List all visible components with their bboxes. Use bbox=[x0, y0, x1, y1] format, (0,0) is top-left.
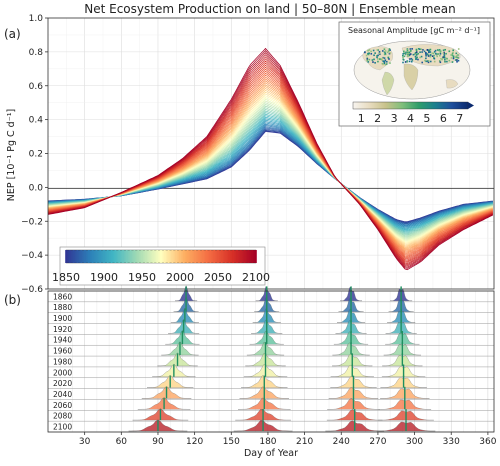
inset-colorbar-tick-label: 6 bbox=[440, 112, 447, 125]
x-tick-label: 120 bbox=[186, 437, 203, 447]
y-tick-label: −0.4 bbox=[21, 251, 43, 261]
colorbar-tick-label: 1950 bbox=[128, 271, 156, 284]
nep-series-line bbox=[48, 115, 493, 232]
x-tick-label: 210 bbox=[296, 437, 313, 447]
y-tick-label: 1.0 bbox=[29, 14, 44, 24]
y-tick-label: −0.2 bbox=[21, 217, 43, 227]
plot-area-a bbox=[47, 17, 495, 290]
y-tick-label: 0.0 bbox=[29, 183, 44, 193]
x-tick-label: 300 bbox=[406, 437, 423, 447]
nep-series-line bbox=[48, 116, 493, 231]
y-tick-label: 0.4 bbox=[29, 116, 44, 126]
x-axis-label: Day of Year bbox=[244, 448, 298, 459]
row-label: 2100 bbox=[53, 423, 72, 432]
colorbar-tick-label: 2050 bbox=[204, 271, 232, 284]
nep-series-line bbox=[48, 129, 493, 223]
colorbar-tick-label: 1900 bbox=[90, 271, 118, 284]
x-tick-label: 90 bbox=[152, 437, 164, 447]
panel-label-b: (b) bbox=[4, 293, 21, 307]
inset-colorbar-tick-label: 1 bbox=[358, 112, 365, 125]
row-label: 1920 bbox=[53, 325, 72, 334]
inset-colorbar-extend bbox=[468, 102, 474, 109]
chart-title: Net Ecosystem Production on land | 50–80… bbox=[84, 2, 455, 16]
nep-series-line bbox=[48, 118, 493, 230]
nep-series-line bbox=[48, 125, 493, 226]
x-tick-label: 240 bbox=[333, 437, 350, 447]
row-label: 1960 bbox=[53, 347, 72, 356]
nep-series-line bbox=[48, 128, 493, 224]
inset-colorbar-tick-label: 4 bbox=[407, 112, 414, 125]
colorbar-tick-label: 1850 bbox=[52, 271, 80, 284]
nep-series-line bbox=[48, 126, 493, 225]
inset-colorbar-tick-label: 5 bbox=[423, 112, 430, 125]
nep-series-line bbox=[48, 47, 493, 271]
x-tick-label: 150 bbox=[223, 437, 240, 447]
y-axis-label: NEP [10⁻¹ Pg C d⁻¹] bbox=[6, 109, 17, 202]
ridgelines bbox=[128, 285, 436, 432]
row-label: 1980 bbox=[53, 357, 72, 366]
plot-area-b bbox=[47, 290, 495, 433]
nep-series-line bbox=[48, 130, 493, 223]
x-tick-label: 60 bbox=[116, 437, 128, 447]
colorbar-tick-label: 2000 bbox=[166, 271, 194, 284]
nep-series-line bbox=[48, 131, 493, 223]
x-tick-label: 270 bbox=[369, 437, 386, 447]
land-australia bbox=[445, 79, 459, 89]
x-tick-label: 30 bbox=[79, 437, 91, 447]
y-tick-label: −0.6 bbox=[21, 285, 43, 295]
row-label: 2080 bbox=[53, 412, 72, 421]
panel-label-a: (a) bbox=[4, 27, 21, 41]
land-south-america bbox=[381, 71, 395, 96]
row-label: 1880 bbox=[53, 303, 72, 312]
row-label: 2020 bbox=[53, 379, 72, 388]
row-label: 1900 bbox=[53, 314, 72, 323]
nep-series-line bbox=[48, 123, 493, 227]
row-label: 2060 bbox=[53, 401, 72, 410]
colorbar-tick-label: 2100 bbox=[242, 271, 270, 284]
x-tick-label: 360 bbox=[479, 437, 496, 447]
row-label: 1860 bbox=[53, 292, 72, 301]
land-africa bbox=[403, 63, 419, 91]
inset-colorbar-tick-label: 7 bbox=[456, 112, 463, 125]
inset-title: Seasonal Amplitude [gC m⁻² d⁻¹] bbox=[348, 26, 480, 35]
inset-colorbar-tick-label: 3 bbox=[391, 112, 398, 125]
nep-series-line bbox=[48, 121, 493, 228]
nep-series-line bbox=[48, 122, 493, 228]
y-tick-label: 0.2 bbox=[29, 150, 43, 160]
y-tick-label: 0.8 bbox=[29, 48, 44, 58]
inset-colorbar-tick-label: 2 bbox=[374, 112, 381, 125]
nep-series bbox=[48, 47, 493, 271]
x-ticks-b: 30 60 90 120 150 180 210 240 270 300 330 360 bbox=[79, 432, 497, 447]
row-label: 1940 bbox=[53, 336, 72, 345]
x-tick-label: 180 bbox=[259, 437, 276, 447]
y-tick-label: 0.6 bbox=[29, 82, 44, 92]
y-ticks-a: −0.6 −0.4 −0.2 0.0 0.2 0.4 0.6 0.8 1.0 bbox=[21, 14, 48, 295]
x-tick-label: 330 bbox=[443, 437, 460, 447]
nep-series-line bbox=[48, 119, 493, 229]
row-label: 2000 bbox=[53, 368, 72, 377]
row-label: 2040 bbox=[53, 390, 72, 399]
nep-series-line bbox=[48, 127, 493, 225]
year-colorbar: 1850 1900 1950 2000 2050 2100 bbox=[52, 246, 270, 286]
